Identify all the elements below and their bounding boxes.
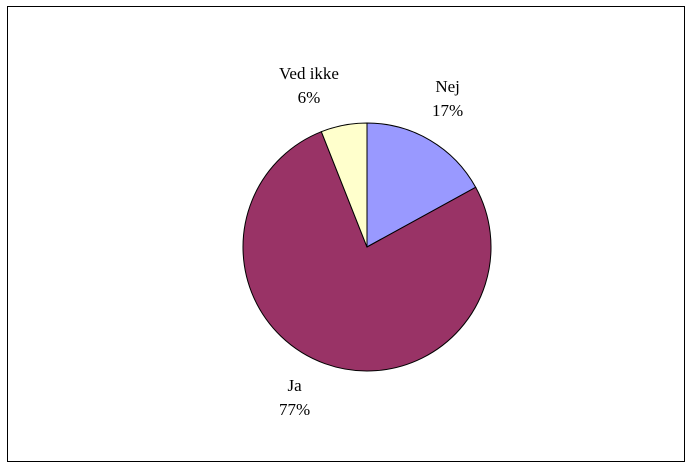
pie-slice-ved-ikke — [320, 122, 368, 248]
pie-slice-nej — [366, 122, 477, 248]
slice-label-ja-value: 77% — [279, 400, 311, 419]
pie-slice-ja — [242, 131, 492, 372]
slice-label-ja: Ja 77% — [279, 374, 310, 422]
slice-label-ved-ikke: Ved ikke 6% — [279, 62, 339, 110]
slice-label-ved-ikke-name: Ved ikke — [279, 64, 339, 83]
slice-label-ved-ikke-value: 6% — [297, 88, 321, 107]
slice-label-nej-name: Nej — [435, 77, 460, 96]
slice-label-nej: Nej 17% — [432, 75, 463, 123]
slice-label-ja-name: Ja — [287, 376, 302, 395]
pie-slices — [242, 122, 492, 372]
slice-label-nej-value: 17% — [432, 101, 464, 120]
